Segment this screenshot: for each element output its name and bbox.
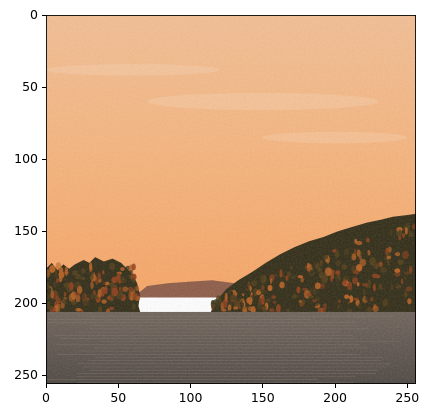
y-tick-mark [42,302,46,304]
image-axes [46,15,416,384]
y-tick-label: 250 [14,367,38,383]
y-tick-label: 200 [14,295,38,311]
x-tick-mark [45,384,47,388]
x-tick-label: 100 [178,390,203,405]
y-tick-mark [42,230,46,232]
y-tick-mark [42,158,46,160]
image-texture [46,15,416,384]
y-tick-mark [42,86,46,88]
x-tick-mark [334,384,336,388]
x-tick-label: 200 [323,390,347,405]
y-tick-label: 100 [14,151,38,167]
x-tick-label: 250 [395,390,420,405]
y-tick-label: 50 [22,79,38,95]
y-tick-label: 0 [30,7,38,22]
y-tick-mark [42,14,46,16]
sunset-lake-image [46,15,416,384]
x-tick-label: 50 [110,390,127,405]
x-tick-mark [190,384,192,388]
x-tick-mark [406,384,408,388]
x-tick-label: 0 [42,390,50,405]
y-tick-label: 150 [14,223,38,239]
y-tick-mark [42,374,46,376]
x-tick-mark [262,384,264,388]
axes-frame [46,15,416,384]
x-tick-label: 150 [250,390,275,405]
x-tick-mark [117,384,119,388]
